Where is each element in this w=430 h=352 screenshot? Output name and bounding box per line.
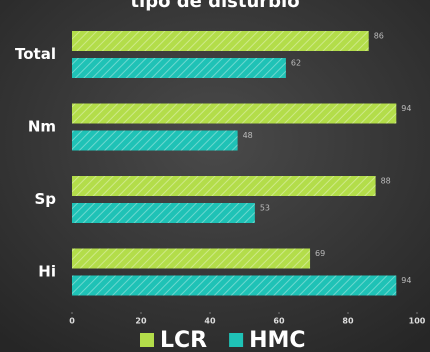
x-tick-label: 80 — [342, 317, 354, 326]
bar-hatch — [72, 58, 286, 78]
bar-hatch — [72, 275, 397, 296]
legend-swatch — [229, 333, 244, 347]
x-tick-label: 60 — [273, 317, 285, 326]
y-tick-label: Nm — [28, 118, 56, 136]
chart-title: tipo de distúrbio — [130, 0, 299, 12]
bar-hatch — [72, 248, 311, 269]
x-tick-label: 20 — [135, 317, 147, 326]
value-label: 53 — [260, 204, 270, 213]
bar-hatch — [72, 203, 255, 223]
bar-hatch — [72, 31, 369, 51]
bar-hatch — [72, 176, 376, 196]
legend-label: HMC — [249, 328, 305, 352]
value-label: 62 — [291, 59, 301, 68]
value-label: 88 — [381, 177, 391, 186]
bar-hatch — [72, 103, 397, 124]
value-label: 94 — [401, 276, 411, 285]
x-tick-label: 0 — [69, 317, 75, 326]
legend-swatch — [140, 333, 154, 347]
bar-hatch — [72, 130, 238, 151]
y-tick-label: Total — [15, 45, 56, 63]
y-tick-label: Hi — [38, 263, 56, 281]
legend-label: LCR — [160, 328, 207, 352]
value-label: 69 — [315, 249, 325, 258]
value-label: 86 — [374, 32, 384, 41]
value-label: 48 — [243, 131, 253, 140]
y-tick-label: Sp — [34, 190, 56, 208]
value-label: 94 — [401, 104, 411, 113]
x-tick-label: 100 — [409, 317, 426, 326]
x-tick-label: 40 — [204, 317, 216, 326]
